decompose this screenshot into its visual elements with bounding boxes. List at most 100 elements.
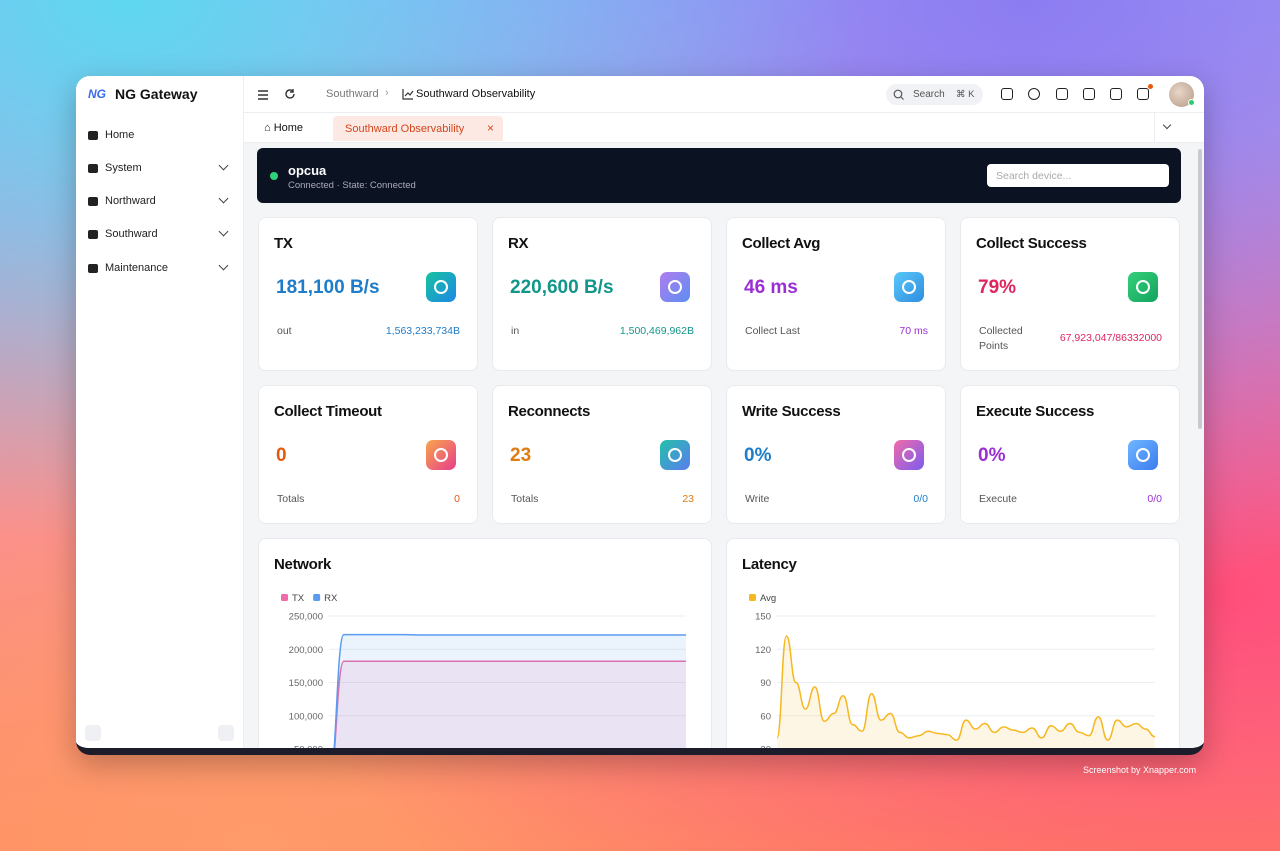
app-name: NG Gateway bbox=[115, 86, 198, 102]
menu-item[interactable]: Maintenance bbox=[76, 260, 244, 279]
card-value: 181,100 B/s bbox=[276, 277, 380, 298]
card-title: TX bbox=[274, 235, 293, 252]
card-value: 0 bbox=[276, 445, 287, 466]
card-label: Collected Points bbox=[979, 325, 1023, 352]
card-value: 220,600 B/s bbox=[510, 277, 614, 298]
device-name: opcua bbox=[288, 163, 327, 178]
card-icon bbox=[1128, 440, 1158, 470]
legend-swatch bbox=[313, 594, 321, 601]
y-tick-label: 100,000 bbox=[289, 711, 323, 722]
legend-label: RX bbox=[324, 593, 338, 604]
search-box[interactable]: Search ⌘ K bbox=[886, 84, 983, 105]
menu-item[interactable]: Northward bbox=[76, 193, 244, 212]
topbar: Southward › Southward Observability Sear… bbox=[244, 76, 1204, 113]
notification-dot bbox=[1148, 84, 1153, 89]
breadcrumb[interactable]: Southward bbox=[326, 88, 379, 100]
icon-glyph bbox=[668, 280, 682, 294]
tab[interactable]: ⌂ Home bbox=[264, 122, 304, 134]
y-tick-label: 90 bbox=[760, 678, 771, 689]
menu-item[interactable]: Home bbox=[76, 128, 244, 146]
area bbox=[334, 661, 686, 748]
icon-glyph bbox=[668, 448, 682, 462]
breadcrumb-separator: › bbox=[385, 87, 389, 99]
stat-card: Collect Timeout 0 Totals 0 bbox=[258, 385, 478, 524]
card-title: Collect Timeout bbox=[274, 403, 382, 420]
icon-glyph bbox=[1136, 280, 1150, 294]
tab-active[interactable]: Southward Observability × bbox=[333, 116, 503, 141]
menu-label: Maintenance bbox=[105, 262, 168, 274]
online-dot bbox=[1188, 99, 1195, 106]
line bbox=[777, 635, 1155, 741]
card-title: Write Success bbox=[742, 403, 841, 420]
menu-label: Home bbox=[105, 129, 135, 141]
toolbar-icon[interactable] bbox=[1001, 88, 1013, 100]
breadcrumb-current: Southward Observability bbox=[416, 88, 536, 100]
icon-glyph bbox=[434, 448, 448, 462]
stat-card: TX 181,100 B/s out 1,563,233,734B bbox=[258, 217, 478, 371]
tab-close[interactable]: × bbox=[487, 121, 495, 135]
icon-glyph bbox=[902, 280, 916, 294]
sidebar: NG NG Gateway Home System Northward Southwa… bbox=[76, 76, 244, 748]
card-detail: 0/0 bbox=[1147, 493, 1162, 505]
card-detail: 23 bbox=[682, 493, 694, 505]
card-value: 0% bbox=[978, 445, 1006, 466]
stat-card: Collect Success 79% Collected Points 67,923… bbox=[960, 217, 1180, 371]
chart: 30 60 90 120 150 Avg bbox=[749, 593, 1155, 748]
card-label: Write bbox=[745, 493, 770, 505]
card-detail: 1,563,233,734B bbox=[385, 325, 460, 337]
window: NG NG Gateway Home System Northward Southwa… bbox=[76, 76, 1204, 755]
device-status: Connected · State: Connected bbox=[288, 180, 416, 191]
card-title: RX bbox=[508, 235, 529, 252]
legend-swatch bbox=[749, 594, 756, 601]
card-icon bbox=[894, 272, 924, 302]
card-detail: 0 bbox=[454, 493, 460, 505]
chart-panel: Network 50,000 100,000 150,000 200,000 250,00… bbox=[258, 538, 712, 748]
card-label: in bbox=[511, 325, 520, 337]
chevron bbox=[218, 226, 229, 237]
icon-glyph bbox=[434, 280, 448, 294]
menu-icon[interactable] bbox=[256, 88, 270, 102]
menu-label: Northward bbox=[105, 195, 156, 207]
card-icon bbox=[660, 440, 690, 470]
icon-glyph bbox=[902, 448, 916, 462]
toolbar-icon[interactable] bbox=[1110, 88, 1122, 100]
menu-label: Southward bbox=[105, 228, 158, 240]
collapse-button[interactable] bbox=[85, 725, 101, 741]
line bbox=[333, 633, 686, 748]
card-title: Execute Success bbox=[976, 403, 1095, 420]
area bbox=[334, 634, 686, 748]
device-search[interactable]: Search device... bbox=[987, 164, 1169, 187]
chart-title: Latency bbox=[742, 556, 797, 573]
menu-icon bbox=[88, 264, 98, 273]
refresh-icon[interactable] bbox=[283, 87, 297, 101]
stat-card: Collect Avg 46 ms Collect Last 70 ms bbox=[726, 217, 946, 371]
stat-card: Write Success 0% Write 0/0 bbox=[726, 385, 946, 524]
pin-button[interactable] bbox=[218, 725, 234, 741]
tab-bar: ⌂ Home Southward Observability × bbox=[244, 113, 1204, 143]
stat-card: Reconnects 23 Totals 23 bbox=[492, 385, 712, 524]
card-title: Collect Success bbox=[976, 235, 1087, 252]
tab-dropdown[interactable] bbox=[1162, 120, 1172, 130]
card-icon bbox=[426, 440, 456, 470]
toolbar-icon[interactable] bbox=[1028, 88, 1040, 100]
legend-label: Avg bbox=[760, 593, 776, 604]
menu-item[interactable]: System bbox=[76, 160, 244, 179]
tab-label: Home bbox=[273, 122, 304, 134]
status-dot bbox=[270, 172, 278, 180]
stat-card: Execute Success 0% Execute 0/0 bbox=[960, 385, 1180, 524]
legend-label: TX bbox=[292, 593, 305, 604]
menu-item[interactable]: Southward bbox=[76, 226, 244, 245]
area bbox=[777, 635, 1155, 748]
card-value: 79% bbox=[978, 277, 1017, 298]
card-value: 23 bbox=[510, 445, 532, 466]
y-tick-label: 120 bbox=[755, 645, 771, 656]
y-tick-label: 150,000 bbox=[289, 678, 323, 689]
toolbar-icon[interactable] bbox=[1137, 88, 1149, 100]
card-label: Totals bbox=[511, 493, 539, 505]
menu-icon bbox=[88, 230, 98, 239]
toolbar-icon[interactable] bbox=[1056, 88, 1068, 100]
y-tick-label: 200,000 bbox=[289, 645, 323, 656]
toolbar-icon[interactable] bbox=[1083, 88, 1095, 100]
card-icon bbox=[426, 272, 456, 302]
content: opcua Connected · State: Connected Searc… bbox=[244, 143, 1196, 748]
